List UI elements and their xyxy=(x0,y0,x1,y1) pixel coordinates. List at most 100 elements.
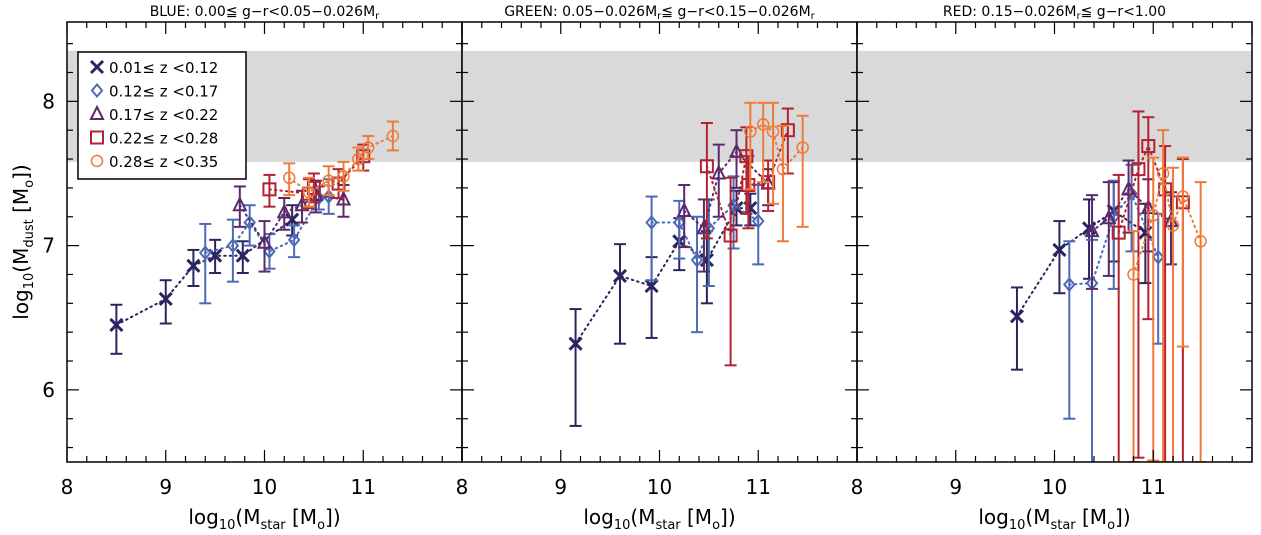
data-point xyxy=(1138,225,1153,240)
data-point xyxy=(568,336,583,351)
x-tick-label: 11 xyxy=(351,475,376,499)
y-axis-label: log10(Mdust [Mo]) xyxy=(9,164,37,319)
series-5 xyxy=(1127,129,1207,462)
legend-marker xyxy=(90,82,104,99)
data-point xyxy=(744,125,757,138)
series-1 xyxy=(568,189,758,427)
legend: 0.01≤ z <0.12 0.12≤ z <0.17 0.17≤ z <0.22 0… xyxy=(77,51,247,180)
x-tick-label: 9 xyxy=(554,475,567,499)
data-point xyxy=(109,317,124,333)
y-tick-label: 6 xyxy=(42,378,55,402)
series-5 xyxy=(282,120,400,208)
x-tick-label: 11 xyxy=(1141,475,1166,499)
data-point xyxy=(1141,139,1156,154)
x-tick-label: 10 xyxy=(252,475,277,499)
data-point xyxy=(1009,309,1025,324)
legend-marker xyxy=(90,130,104,145)
series-4 xyxy=(1111,110,1190,462)
legend-marker xyxy=(89,59,105,75)
series-1 xyxy=(109,204,300,355)
legend-box xyxy=(77,51,247,180)
data-point xyxy=(235,248,250,263)
data-point xyxy=(723,228,738,243)
data-point xyxy=(1176,190,1190,203)
data-point xyxy=(1156,167,1170,180)
data-point xyxy=(676,201,692,217)
data-point xyxy=(766,125,780,138)
data-point xyxy=(226,238,240,254)
data-point xyxy=(1063,276,1076,293)
data-point xyxy=(644,278,659,294)
data-point xyxy=(741,178,756,193)
data-point xyxy=(1194,235,1207,248)
data-point xyxy=(1101,208,1117,225)
data-point xyxy=(645,214,658,231)
data-point xyxy=(699,159,714,174)
data-point xyxy=(294,195,310,212)
x-axis-label: log10(Mstar [Mo]) xyxy=(583,505,735,531)
y-tick-label: 7 xyxy=(42,234,55,258)
legend-marker xyxy=(89,104,105,120)
panel-title: BLUE: 0.00≦ g−r<0.05−0.026Mr xyxy=(150,4,380,22)
series-line xyxy=(1015,209,1147,318)
data-point xyxy=(711,164,727,180)
legend-label: 0.17≤ z <0.22 xyxy=(109,106,218,124)
series-1 xyxy=(1009,181,1153,371)
x-axis-label: log10(Mstar [Mo]) xyxy=(978,505,1130,531)
y-tick-label: 8 xyxy=(42,89,55,113)
shaded-band xyxy=(857,50,1252,162)
data-point xyxy=(1111,225,1126,240)
series-line xyxy=(1132,173,1202,276)
legend-label: 0.22≤ z <0.28 xyxy=(109,130,218,148)
data-point xyxy=(699,252,714,268)
panel-title: RED: 0.15−0.026Mr≦ g−r<1.00 xyxy=(943,4,1166,22)
data-point xyxy=(263,243,276,259)
panel-2: 8 9 10 11 GREEN: 0.05−0.026Mr≦ g−r<0.15−0.02… xyxy=(456,4,858,533)
data-point xyxy=(243,214,256,231)
legend-marker xyxy=(90,154,104,168)
plot-area xyxy=(568,101,809,427)
data-point xyxy=(1151,249,1165,265)
data-point xyxy=(232,195,248,212)
panel-title: GREEN: 0.05−0.026Mr≦ g−r<0.15−0.026Mr xyxy=(504,4,815,22)
data-point xyxy=(276,203,292,219)
x-tick-label: 8 xyxy=(456,475,469,499)
series-line xyxy=(705,129,789,240)
data-point xyxy=(302,185,316,199)
data-point xyxy=(612,268,628,283)
data-point xyxy=(690,252,704,268)
data-point xyxy=(1052,242,1067,257)
x-tick-label: 8 xyxy=(851,475,864,499)
data-point xyxy=(282,171,296,185)
x-tick-label: 10 xyxy=(1042,475,1067,499)
data-point xyxy=(776,162,790,176)
series-line xyxy=(574,207,752,345)
data-point xyxy=(756,118,770,131)
data-point xyxy=(361,141,375,154)
plot-area xyxy=(1009,110,1207,462)
data-point xyxy=(780,123,795,138)
legend-label: 0.28≤ z <0.35 xyxy=(109,153,218,171)
series-4 xyxy=(699,107,795,367)
legend-label: 0.01≤ z <0.12 xyxy=(109,59,218,77)
data-point xyxy=(1120,180,1137,196)
data-point xyxy=(386,129,400,143)
data-point xyxy=(672,214,686,231)
data-point xyxy=(287,232,301,248)
shaded-band xyxy=(462,50,857,162)
data-point xyxy=(751,213,765,229)
x-tick-label: 9 xyxy=(949,475,962,499)
data-point xyxy=(186,258,201,273)
x-axis-label: log10(Mstar [Mo]) xyxy=(188,505,340,531)
series-line xyxy=(268,155,365,195)
data-point xyxy=(285,212,300,227)
data-point xyxy=(1127,268,1140,281)
series-2 xyxy=(198,178,335,305)
data-point xyxy=(322,174,335,187)
series-line xyxy=(204,195,330,254)
data-point xyxy=(1131,162,1146,177)
data-point xyxy=(1084,221,1100,238)
series-5 xyxy=(744,101,809,243)
